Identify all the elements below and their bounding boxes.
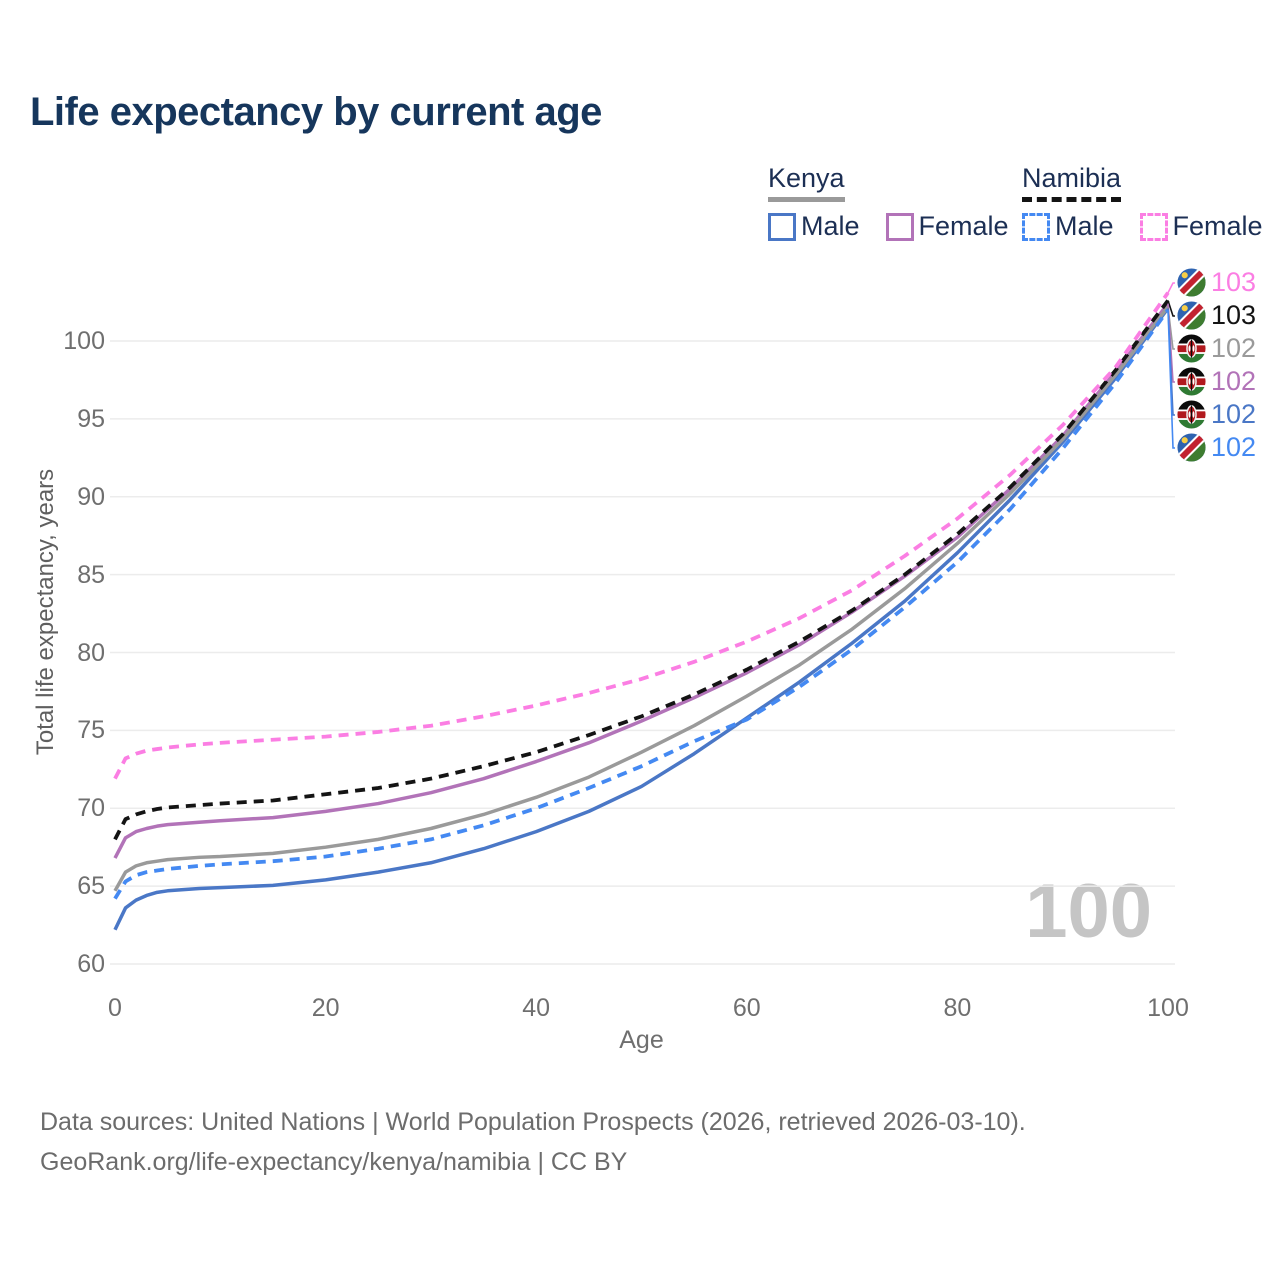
x-tick-label: 0 (108, 994, 122, 1022)
series-line-namibia-both-sexes[interactable] (113, 299, 1170, 841)
y-tick-label: 90 (77, 482, 105, 511)
endpoint-leader-lines (1167, 282, 1175, 449)
endpoint-value: 102 (1211, 432, 1257, 462)
gridlines (110, 340, 1175, 965)
legend-group-kenya: Kenya Male Female (768, 163, 1035, 242)
namibia-female-swatch-icon[interactable] (1139, 212, 1168, 241)
kenya-male-legend-label[interactable]: Male (801, 211, 860, 241)
x-tick-label: 60 (732, 994, 761, 1022)
kenya-flag-icon (1177, 334, 1206, 363)
endpoint-row[interactable]: 102 (1177, 431, 1256, 464)
y-tick-label: 95 (77, 404, 105, 433)
watermark-current-age: 100 (1025, 869, 1152, 954)
series-line-namibia-male[interactable] (113, 308, 1170, 900)
legend-group-namibia: Namibia Male Female (1022, 163, 1280, 242)
series-line-kenya-female[interactable] (113, 302, 1170, 859)
footer-data-sources: Data sources: United Nations | World Pop… (40, 1108, 1026, 1136)
series-lines (113, 291, 1170, 931)
y-tick-label: 70 (77, 794, 105, 823)
endpoint-row[interactable]: 103 (1177, 299, 1256, 332)
kenya-male-swatch-icon[interactable] (768, 212, 796, 241)
y-tick-label: 65 (77, 872, 105, 901)
endpoint-row[interactable]: 103 (1177, 266, 1256, 299)
endpoint-row[interactable]: 102 (1177, 398, 1256, 431)
x-tick-label: 40 (522, 994, 551, 1022)
y-tick-label: 60 (77, 950, 105, 978)
page-title: Life expectancy by current age (30, 90, 602, 134)
endpoint-value: 103 (1211, 300, 1257, 330)
kenya-flag-icon (1177, 367, 1206, 396)
endpoint-row[interactable]: 102 (1177, 365, 1256, 398)
series-line-kenya-both-sexes[interactable] (113, 305, 1170, 892)
y-tick-label: 100 (63, 327, 105, 355)
endpoint-labels: 103 103 102 102 102 102 (1177, 266, 1256, 464)
kenya-female-legend-label[interactable]: Female (918, 211, 1009, 241)
x-tick-label: 20 (311, 994, 340, 1022)
kenya-female-swatch-icon[interactable] (885, 212, 914, 241)
endpoint-value: 102 (1211, 333, 1257, 363)
namibia-flag-icon (1177, 268, 1206, 297)
leader-line (1167, 282, 1175, 294)
namibia-male-legend-label[interactable]: Male (1055, 211, 1114, 241)
series-line-kenya-male[interactable] (113, 307, 1170, 931)
namibia-flag-icon (1177, 433, 1206, 462)
legend-namibia-header[interactable]: Namibia (1022, 163, 1122, 202)
namibia-female-legend-label[interactable]: Female (1172, 211, 1263, 241)
kenya-flag-icon (1177, 400, 1206, 429)
y-tick-label: 80 (77, 638, 105, 667)
endpoint-value: 102 (1211, 399, 1257, 429)
series-line-namibia-female[interactable] (113, 291, 1170, 780)
namibia-male-swatch-icon[interactable] (1022, 212, 1050, 241)
endpoint-row[interactable]: 102 (1177, 332, 1256, 365)
x-axis-title: Age (619, 1026, 664, 1054)
namibia-flag-icon (1177, 301, 1206, 330)
x-tick-label: 80 (943, 994, 972, 1022)
x-tick-label: 100 (1147, 994, 1189, 1022)
y-tick-label: 85 (77, 560, 105, 589)
legend-kenya-header[interactable]: Kenya (768, 163, 845, 202)
leader-line (1167, 309, 1175, 449)
footer-attribution-link[interactable]: GeoRank.org/life-expectancy/kenya/namibi… (40, 1148, 628, 1176)
endpoint-value: 103 (1211, 267, 1257, 297)
y-axis-title: Total life expectancy, years (32, 468, 59, 756)
leader-line (1167, 300, 1175, 317)
endpoint-value: 102 (1211, 366, 1257, 396)
y-tick-label: 75 (77, 716, 105, 745)
